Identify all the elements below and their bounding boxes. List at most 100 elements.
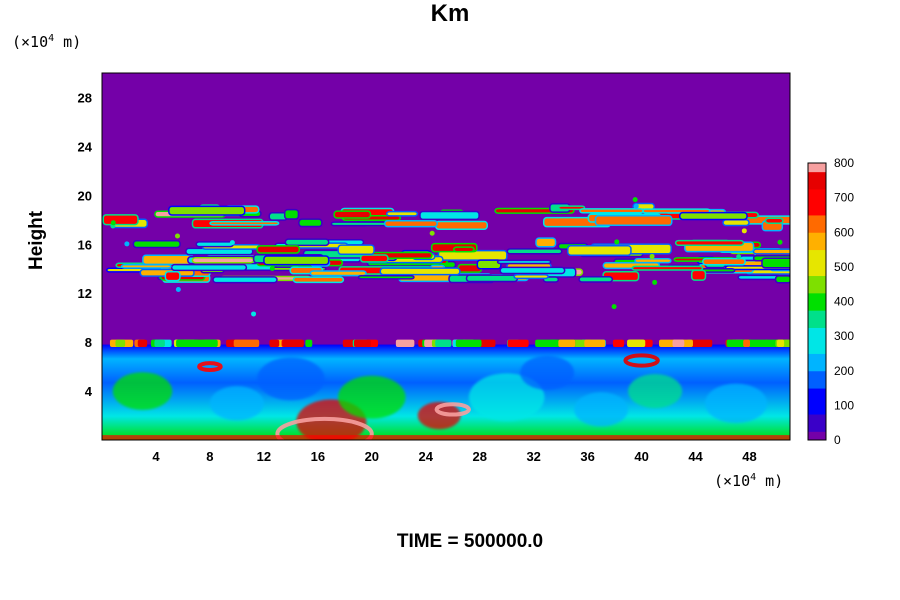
field-cell bbox=[535, 237, 557, 248]
y-tick-label: 24 bbox=[78, 139, 93, 154]
field-cell bbox=[124, 241, 130, 247]
field-cell bbox=[174, 233, 180, 239]
field-cell bbox=[672, 339, 685, 348]
colorbar-tick-label: 300 bbox=[834, 329, 854, 343]
plot-frame bbox=[101, 72, 791, 441]
field-cell bbox=[102, 435, 790, 440]
colorbar-cell bbox=[808, 379, 826, 389]
field-cell bbox=[298, 218, 323, 228]
field-cell bbox=[631, 265, 704, 271]
colorbar-frame bbox=[807, 162, 827, 441]
colorbar-cell bbox=[808, 431, 826, 441]
field-cell bbox=[722, 218, 750, 227]
field-cell bbox=[764, 217, 784, 224]
field-cell bbox=[705, 383, 768, 423]
field-cell bbox=[434, 402, 471, 417]
colorbar-tick-label: 800 bbox=[834, 156, 854, 170]
field-cell bbox=[154, 339, 165, 348]
field-cell bbox=[263, 255, 330, 266]
field-cell bbox=[557, 205, 586, 211]
field-cell bbox=[209, 386, 264, 421]
field-cell bbox=[353, 339, 371, 348]
field-cell bbox=[212, 276, 278, 284]
colorbar-cell bbox=[808, 310, 826, 320]
field-cell bbox=[520, 355, 575, 390]
colorbar-tick-label: 100 bbox=[834, 398, 854, 412]
field-cell bbox=[652, 279, 658, 285]
field-cell bbox=[579, 208, 644, 214]
field-cell bbox=[357, 275, 415, 280]
field-cell bbox=[567, 244, 632, 256]
colorbar-cell bbox=[808, 258, 826, 268]
field-cell bbox=[455, 339, 482, 348]
field-cell bbox=[429, 230, 435, 236]
y-tick-label: 28 bbox=[78, 90, 92, 105]
field-cell bbox=[632, 197, 638, 203]
field-cell bbox=[774, 275, 790, 284]
field-cell bbox=[385, 210, 419, 217]
colorbar-cell bbox=[808, 388, 826, 398]
field-cell bbox=[558, 339, 576, 348]
field-cell bbox=[305, 339, 313, 348]
field-cell bbox=[578, 276, 614, 283]
field-cell bbox=[137, 339, 148, 348]
field-cell bbox=[110, 220, 116, 226]
x-tick-label: 40 bbox=[634, 449, 648, 464]
colorbar-cell bbox=[808, 180, 826, 190]
field-cell bbox=[737, 274, 781, 281]
field-cell bbox=[743, 339, 751, 348]
colorbar-cell bbox=[808, 171, 826, 181]
field-cell bbox=[690, 339, 713, 348]
field-cell bbox=[102, 214, 139, 226]
time-label: TIME = 500000.0 bbox=[396, 531, 544, 552]
x-tick-label: 16 bbox=[311, 449, 325, 464]
field-cell bbox=[379, 267, 461, 276]
colorbar-cell bbox=[808, 197, 826, 207]
field-cell bbox=[233, 339, 260, 348]
field-cell bbox=[674, 239, 745, 246]
field-cell bbox=[269, 339, 280, 348]
field-cell bbox=[611, 304, 617, 310]
field-cell bbox=[257, 357, 325, 401]
colorbar-cell bbox=[808, 336, 826, 346]
colorbar-tick-label: 200 bbox=[834, 364, 854, 378]
field-cell bbox=[283, 208, 300, 220]
field-cell bbox=[479, 339, 496, 348]
field-cell bbox=[700, 268, 736, 273]
field-cell bbox=[112, 372, 173, 410]
field-cell bbox=[628, 339, 646, 348]
x-tick-label: 48 bbox=[742, 449, 756, 464]
field-cell bbox=[574, 392, 629, 427]
field-cell bbox=[614, 239, 620, 245]
field-cell bbox=[191, 257, 255, 264]
colorbar-cell bbox=[808, 240, 826, 251]
field-cell bbox=[282, 339, 304, 348]
field-cell bbox=[752, 248, 790, 255]
field-cell bbox=[776, 339, 785, 348]
field-cell bbox=[142, 254, 195, 266]
colorbar-tick-label: 700 bbox=[834, 191, 854, 205]
colorbar: 0 100 200 300 400 500 600 700 800 bbox=[807, 156, 854, 447]
colorbar-tick-label: 0 bbox=[834, 433, 841, 447]
colorbar-cell bbox=[808, 292, 826, 302]
field-cell bbox=[338, 375, 406, 419]
y-tick-label: 8 bbox=[85, 335, 92, 350]
field-cell bbox=[678, 211, 748, 221]
colorbar-cell bbox=[808, 362, 826, 372]
y-tick-label: 12 bbox=[78, 286, 92, 301]
field-cell bbox=[452, 246, 475, 253]
field-cell bbox=[256, 245, 301, 254]
chart-title: Km bbox=[430, 0, 470, 27]
x-tick-label: 28 bbox=[472, 449, 486, 464]
x-tick-label: 36 bbox=[580, 449, 594, 464]
x-tick-label: 44 bbox=[688, 449, 703, 464]
field-cell bbox=[164, 270, 181, 282]
field-cell bbox=[330, 221, 392, 227]
colorbar-cell bbox=[808, 414, 826, 424]
colorbar-cell bbox=[808, 396, 826, 406]
field-cell bbox=[506, 248, 563, 255]
field-cell bbox=[175, 287, 181, 293]
colorbar-cell bbox=[808, 214, 826, 225]
colorbar-cell bbox=[808, 232, 826, 242]
colorbar-cell bbox=[808, 353, 826, 363]
